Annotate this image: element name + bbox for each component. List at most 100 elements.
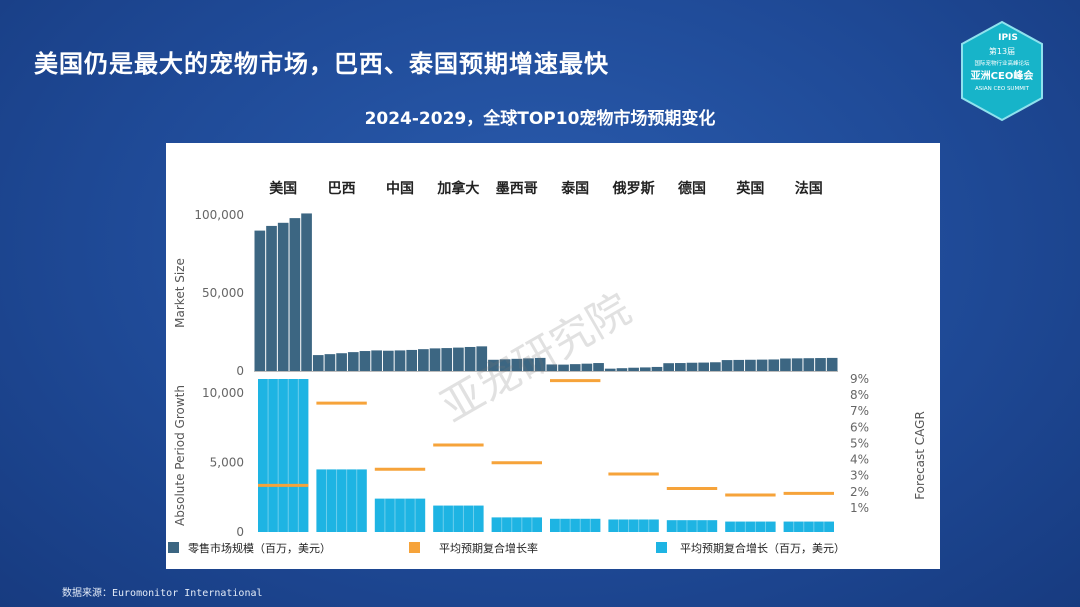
chart-title: 2024-2029，全球TOP10宠物市场预期变化 xyxy=(364,109,716,129)
market-y-label: Market Size xyxy=(173,258,187,328)
growth-bar xyxy=(550,518,601,532)
market-bar xyxy=(418,349,429,371)
market-bar xyxy=(429,348,441,371)
logo-line4: 亚洲CEO峰会 xyxy=(971,69,1034,82)
market-bar xyxy=(581,363,593,371)
market-bar xyxy=(604,368,616,371)
growth-bar xyxy=(433,505,484,532)
logo-line1: IPIS xyxy=(998,33,1018,43)
market-bar xyxy=(756,359,768,371)
market-bar xyxy=(441,348,453,371)
market-bar xyxy=(803,358,815,371)
growth-bar xyxy=(666,520,718,532)
cagr-y-tick: 3% xyxy=(850,469,869,483)
growth-bar xyxy=(374,498,426,532)
market-bar xyxy=(347,352,359,371)
market-bar xyxy=(277,222,289,371)
market-bar xyxy=(266,225,277,371)
market-bar xyxy=(780,358,791,371)
cagr-y-tick: 9% xyxy=(850,372,869,386)
market-y-tick: 0 xyxy=(236,364,244,378)
growth-y-label: Absolute Period Growth xyxy=(173,385,187,526)
growth-y-tick: 0 xyxy=(236,525,244,539)
growth-bar xyxy=(316,469,367,532)
market-bar xyxy=(476,346,488,371)
legend-label-growth: 平均预期复合增长（百万，美元） xyxy=(680,541,845,555)
data-source: 数据来源：Euromonitor International xyxy=(62,588,263,599)
legend-swatch-growth xyxy=(656,542,667,553)
market-y-tick: 50,000 xyxy=(202,286,244,300)
market-bar xyxy=(488,359,499,371)
category-label: 加拿大 xyxy=(436,180,479,197)
growth-y-tick: 10,000 xyxy=(202,386,244,400)
category-label: 俄罗斯 xyxy=(612,180,655,197)
logo-line2: 第13届 xyxy=(989,46,1015,56)
market-bar xyxy=(815,358,826,371)
chart-panel: 美国 巴西 中国 加拿大 墨西哥 泰国 俄罗斯 德国 英国 法国 100,000 50,000 0 Mar… xyxy=(166,143,940,569)
cagr-y-label: Forecast CAGR xyxy=(913,411,927,500)
cagr-y-tick: 5% xyxy=(850,436,869,450)
market-bar xyxy=(686,362,698,371)
market-bar xyxy=(382,350,394,371)
category-label: 墨西哥 xyxy=(496,181,538,197)
market-bar xyxy=(768,359,780,371)
category-label: 德国 xyxy=(678,180,706,197)
market-y-tick: 100,000 xyxy=(194,208,244,222)
cagr-y-tick: 6% xyxy=(850,420,869,434)
market-bar xyxy=(698,362,710,371)
market-bar xyxy=(511,358,523,371)
category-label: 美国 xyxy=(269,180,297,197)
market-bar xyxy=(301,213,312,371)
market-bar xyxy=(558,364,569,371)
cagr-y-tick: 2% xyxy=(850,485,869,499)
market-bar xyxy=(453,347,464,371)
market-bar xyxy=(593,363,604,371)
cagr-y-tick: 7% xyxy=(850,404,869,418)
growth-bar xyxy=(725,521,776,532)
market-bar xyxy=(826,357,838,371)
category-label: 泰国 xyxy=(560,180,589,197)
cagr-y-tick: 8% xyxy=(850,388,869,402)
growth-bar xyxy=(608,519,659,532)
market-bar xyxy=(663,363,674,371)
cagr-y-tick: 1% xyxy=(850,501,869,515)
growth-y-tick: 5,000 xyxy=(210,455,244,469)
market-bar xyxy=(523,358,534,371)
category-label: 法国 xyxy=(795,180,823,197)
market-bar xyxy=(312,355,324,371)
category-label: 中国 xyxy=(386,180,414,197)
market-bar xyxy=(639,367,651,371)
legend-label-cagr: 平均预期复合增长率 xyxy=(439,541,538,555)
market-bar xyxy=(394,350,406,371)
market-bar xyxy=(745,359,756,371)
growth-bar xyxy=(783,521,834,532)
market-bar xyxy=(791,358,803,371)
summit-logo: IPIS 第13届 国际宠物行业高峰论坛 亚洲CEO峰会 ASIAN CEO S… xyxy=(961,20,1043,122)
market-bar xyxy=(616,368,628,371)
market-bar xyxy=(336,353,347,371)
market-bar xyxy=(289,218,301,371)
market-bar xyxy=(534,357,546,371)
market-bar xyxy=(733,359,745,371)
market-bar xyxy=(710,362,721,371)
legend-swatch-cagr xyxy=(409,542,420,553)
market-bar xyxy=(359,351,371,371)
market-bar xyxy=(254,230,266,371)
market-bar xyxy=(721,360,733,371)
market-bar xyxy=(569,364,581,371)
market-bar xyxy=(406,349,418,371)
category-label: 英国 xyxy=(735,180,764,197)
growth-bar xyxy=(491,517,542,532)
market-bar xyxy=(464,346,476,371)
legend-swatch-market xyxy=(168,542,179,553)
market-bar xyxy=(371,350,382,371)
page-title: 美国仍是最大的宠物市场，巴西、泰国预期增速最快 xyxy=(34,50,609,78)
logo-line3: 国际宠物行业高峰论坛 xyxy=(974,59,1030,67)
market-bar xyxy=(628,367,639,371)
market-bar xyxy=(499,359,511,371)
market-bar xyxy=(546,364,558,371)
legend-label-market: 零售市场规模（百万，美元） xyxy=(188,541,331,555)
market-bar xyxy=(674,363,686,371)
market-bar xyxy=(651,366,663,371)
category-label: 巴西 xyxy=(328,181,356,197)
